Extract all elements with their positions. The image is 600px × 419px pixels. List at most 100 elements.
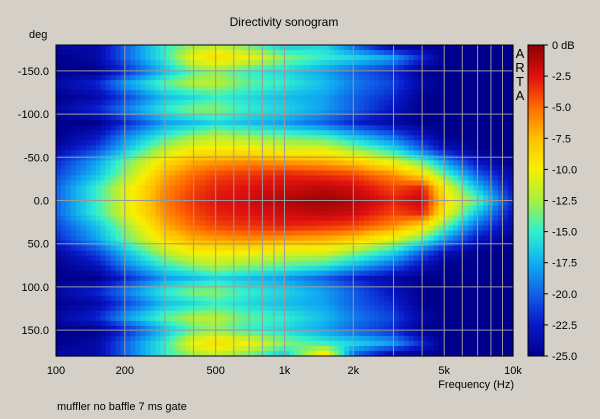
heatmap-cell bbox=[274, 150, 281, 156]
heatmap-cell bbox=[423, 280, 430, 287]
heatmap-cell bbox=[150, 245, 156, 252]
heatmap-cell bbox=[70, 310, 77, 317]
heatmap-cell bbox=[309, 205, 315, 212]
heatmap-cell bbox=[299, 90, 305, 96]
heatmap-cell bbox=[185, 280, 191, 287]
heatmap-cell bbox=[115, 270, 122, 277]
heatmap-cell bbox=[110, 210, 117, 217]
heatmap-cell bbox=[398, 270, 405, 277]
heatmap-cell bbox=[209, 140, 216, 146]
heatmap-cell bbox=[438, 220, 445, 227]
heatmap-cell bbox=[214, 170, 221, 177]
heatmap-cell bbox=[195, 135, 201, 141]
heatmap-cell bbox=[324, 80, 330, 86]
heatmap-cell bbox=[314, 310, 320, 317]
heatmap-cell bbox=[458, 50, 464, 56]
heatmap-cell bbox=[408, 245, 415, 252]
heatmap-cell bbox=[443, 225, 450, 232]
heatmap-cell bbox=[418, 280, 425, 287]
heatmap-cell bbox=[150, 295, 156, 302]
heatmap-cell bbox=[150, 190, 156, 197]
heatmap-cell bbox=[85, 155, 92, 161]
heatmap-cell bbox=[264, 140, 271, 146]
heatmap-cell bbox=[453, 60, 459, 66]
heatmap-cell bbox=[65, 265, 72, 272]
heatmap-cell bbox=[130, 165, 137, 172]
heatmap-cell bbox=[423, 260, 430, 267]
heatmap-cell bbox=[433, 305, 440, 312]
heatmap-cell bbox=[284, 180, 291, 187]
heatmap-cell bbox=[483, 135, 489, 141]
heatmap-cell bbox=[150, 310, 156, 317]
heatmap-cell bbox=[209, 260, 216, 267]
heatmap-cell bbox=[100, 55, 107, 61]
heatmap-cell bbox=[304, 205, 310, 212]
heatmap-cell bbox=[214, 310, 221, 317]
heatmap-cell bbox=[229, 95, 236, 101]
heatmap-cell bbox=[498, 125, 504, 131]
heatmap-cell bbox=[125, 80, 132, 86]
heatmap-cell bbox=[508, 225, 514, 232]
heatmap-cell bbox=[289, 90, 296, 96]
heatmap-cell bbox=[264, 55, 271, 61]
heatmap-cell bbox=[249, 45, 256, 51]
heatmap-cell bbox=[433, 205, 440, 212]
heatmap-cell bbox=[408, 95, 415, 101]
heatmap-cell bbox=[244, 165, 251, 172]
heatmap-cell bbox=[418, 115, 425, 121]
heatmap-cell bbox=[383, 160, 390, 166]
heatmap-cell bbox=[244, 285, 251, 292]
heatmap-cell bbox=[115, 255, 122, 262]
heatmap-cell bbox=[438, 250, 445, 257]
heatmap-cell bbox=[363, 145, 370, 151]
heatmap-cell bbox=[56, 290, 62, 297]
heatmap-cell bbox=[110, 70, 117, 76]
heatmap-cell bbox=[423, 70, 430, 76]
heatmap-cell bbox=[274, 225, 281, 232]
heatmap-cell bbox=[274, 170, 281, 177]
heatmap-cell bbox=[105, 140, 112, 146]
heatmap-cell bbox=[130, 140, 137, 146]
heatmap-cell bbox=[155, 120, 161, 126]
heatmap-cell bbox=[319, 190, 325, 197]
heatmap-cell bbox=[339, 165, 345, 172]
heatmap-cell bbox=[185, 135, 191, 141]
heatmap-cell bbox=[508, 275, 514, 282]
heatmap-cell bbox=[324, 310, 330, 317]
heatmap-cell bbox=[209, 305, 216, 312]
heatmap-cell bbox=[160, 45, 166, 51]
heatmap-cell bbox=[453, 215, 459, 222]
heatmap-cell bbox=[239, 95, 246, 101]
heatmap-cell bbox=[214, 295, 221, 302]
heatmap-cell bbox=[359, 190, 365, 197]
heatmap-cell bbox=[170, 220, 176, 227]
heatmap-cell bbox=[269, 55, 276, 61]
heatmap-cell bbox=[363, 310, 370, 317]
heatmap-cell bbox=[453, 290, 459, 297]
heatmap-cell bbox=[269, 205, 276, 212]
heatmap-cell bbox=[209, 165, 216, 172]
heatmap-cell bbox=[264, 65, 271, 71]
heatmap-cell bbox=[269, 100, 276, 106]
heatmap-cell bbox=[388, 295, 395, 302]
heatmap-cell bbox=[388, 270, 395, 277]
heatmap-cell bbox=[393, 140, 400, 146]
heatmap-cell bbox=[418, 275, 425, 282]
heatmap-cell bbox=[125, 315, 132, 322]
heatmap-cell bbox=[140, 285, 147, 292]
heatmap-cell bbox=[438, 280, 445, 287]
heatmap-cell bbox=[373, 290, 380, 297]
heatmap-cell bbox=[319, 130, 325, 136]
heatmap-cell bbox=[274, 55, 281, 61]
heatmap-cell bbox=[90, 215, 97, 222]
heatmap-cell bbox=[393, 265, 400, 272]
heatmap-cell bbox=[329, 300, 335, 307]
heatmap-cell bbox=[423, 180, 430, 187]
heatmap-cell bbox=[413, 160, 420, 166]
heatmap-cell bbox=[383, 190, 390, 197]
heatmap-cell bbox=[428, 155, 435, 161]
heatmap-cell bbox=[140, 195, 147, 202]
heatmap-cell bbox=[393, 310, 400, 317]
heatmap-cell bbox=[60, 250, 67, 257]
heatmap-cell bbox=[359, 45, 365, 51]
